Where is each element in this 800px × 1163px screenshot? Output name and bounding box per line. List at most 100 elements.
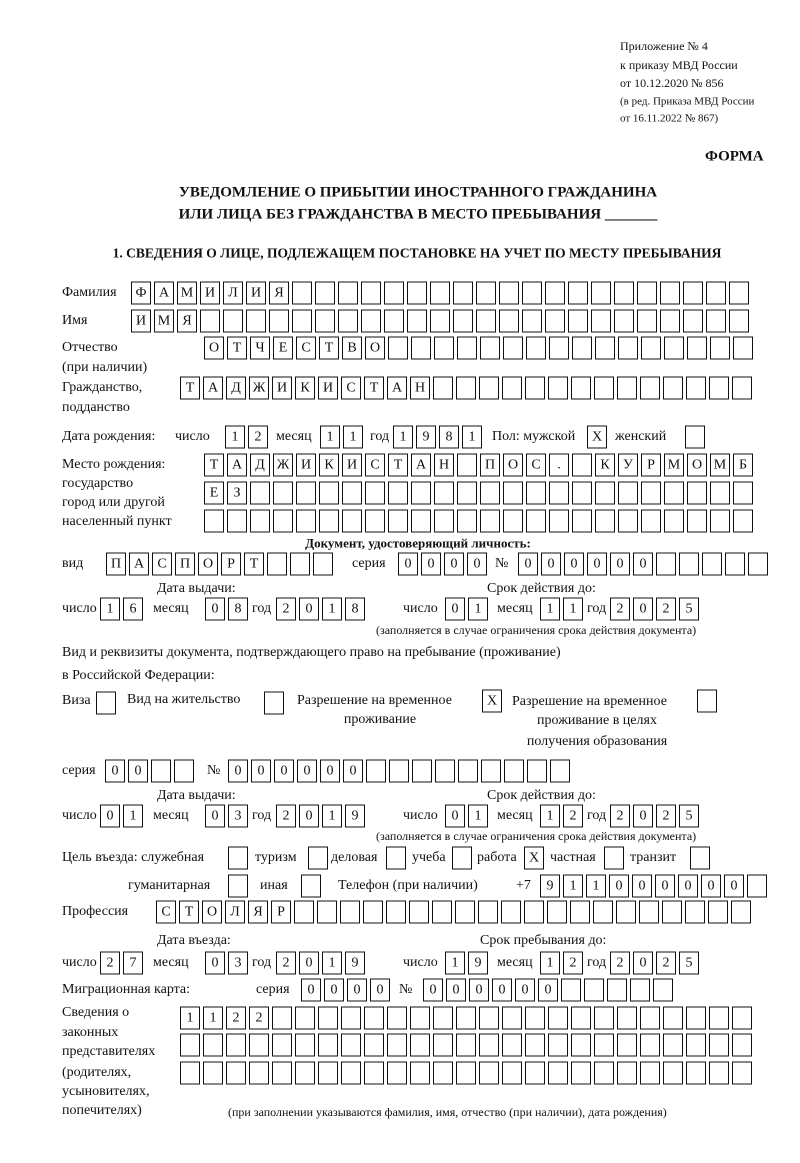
char-cell[interactable] — [571, 1006, 591, 1030]
char-cell[interactable] — [545, 281, 565, 305]
char-cell[interactable] — [388, 509, 408, 533]
char-cell[interactable] — [617, 1033, 637, 1057]
char-cell[interactable]: 2 — [656, 804, 676, 828]
char-cell[interactable] — [660, 281, 680, 305]
char-cell[interactable] — [607, 978, 627, 1002]
char-cell[interactable] — [637, 281, 657, 305]
char-cell[interactable] — [733, 509, 753, 533]
char-cell[interactable] — [481, 759, 501, 783]
char-cell[interactable]: Р — [221, 552, 241, 576]
char-cell[interactable]: 2 — [656, 951, 676, 975]
char-cell[interactable] — [457, 336, 477, 360]
char-cell[interactable]: 2 — [610, 804, 630, 828]
char-cell[interactable] — [526, 481, 546, 505]
char-cell[interactable]: 0 — [610, 552, 630, 576]
char-cell[interactable]: 0 — [299, 804, 319, 828]
char-cell[interactable] — [548, 376, 568, 400]
char-cell[interactable]: Т — [319, 336, 339, 360]
char-cell[interactable]: 0 — [100, 804, 120, 828]
char-cell[interactable]: 2 — [248, 425, 268, 449]
char-cell[interactable] — [653, 978, 673, 1002]
char-cell[interactable] — [687, 481, 707, 505]
purpose-business-checkbox[interactable] — [386, 846, 409, 870]
char-cell[interactable] — [572, 481, 592, 505]
char-cell[interactable]: 0 — [423, 978, 443, 1002]
char-cell[interactable] — [430, 281, 450, 305]
char-cell[interactable] — [272, 1033, 292, 1057]
char-cell[interactable] — [480, 336, 500, 360]
char-cell[interactable]: 0 — [324, 978, 344, 1002]
char-cell[interactable] — [604, 846, 624, 870]
char-cell[interactable] — [456, 376, 476, 400]
char-cell[interactable] — [593, 900, 613, 924]
char-cell[interactable]: 1 — [225, 425, 245, 449]
char-cell[interactable]: 1 — [322, 951, 342, 975]
char-cell[interactable]: Т — [364, 376, 384, 400]
char-cell[interactable]: И — [342, 453, 362, 477]
char-cell[interactable] — [549, 509, 569, 533]
char-cell[interactable]: 5 — [679, 951, 699, 975]
char-cell[interactable]: Т — [180, 376, 200, 400]
char-cell[interactable]: 1 — [343, 425, 363, 449]
char-cell[interactable] — [342, 509, 362, 533]
char-cell[interactable] — [250, 481, 270, 505]
char-cell[interactable]: 2 — [610, 951, 630, 975]
char-cell[interactable] — [639, 900, 659, 924]
char-cell[interactable]: 0 — [469, 978, 489, 1002]
char-cell[interactable] — [430, 309, 450, 333]
char-cell[interactable] — [524, 900, 544, 924]
char-cell[interactable]: 0 — [518, 552, 538, 576]
char-cell[interactable]: П — [480, 453, 500, 477]
purpose-humanitarian-checkbox[interactable] — [228, 874, 251, 898]
char-cell[interactable] — [572, 453, 592, 477]
char-cell[interactable] — [435, 759, 455, 783]
char-cell[interactable] — [341, 1006, 361, 1030]
char-cell[interactable]: 0 — [445, 597, 465, 621]
char-cell[interactable] — [571, 1033, 591, 1057]
char-cell[interactable] — [706, 309, 726, 333]
char-cell[interactable]: И — [296, 453, 316, 477]
char-cell[interactable] — [618, 336, 638, 360]
char-cell[interactable] — [732, 1033, 752, 1057]
char-cell[interactable]: 1 — [586, 874, 606, 898]
char-cell[interactable]: Ч — [250, 336, 270, 360]
char-cell[interactable] — [361, 309, 381, 333]
char-cell[interactable] — [389, 759, 409, 783]
char-cell[interactable] — [710, 336, 730, 360]
char-cell[interactable] — [614, 309, 634, 333]
char-cell[interactable] — [683, 309, 703, 333]
char-cell[interactable] — [522, 281, 542, 305]
char-cell[interactable] — [411, 481, 431, 505]
char-cell[interactable] — [453, 309, 473, 333]
char-cell[interactable] — [151, 759, 171, 783]
char-cell[interactable] — [295, 1033, 315, 1057]
char-cell[interactable]: 0 — [446, 978, 466, 1002]
char-cell[interactable] — [319, 509, 339, 533]
char-cell[interactable] — [292, 281, 312, 305]
char-cell[interactable] — [434, 336, 454, 360]
char-cell[interactable]: Ф — [131, 281, 151, 305]
char-cell[interactable] — [663, 1006, 683, 1030]
char-cell[interactable] — [250, 509, 270, 533]
char-cell[interactable] — [388, 481, 408, 505]
char-cell[interactable] — [203, 1033, 223, 1057]
char-cell[interactable] — [709, 376, 729, 400]
char-cell[interactable]: С — [152, 552, 172, 576]
char-cell[interactable] — [641, 509, 661, 533]
char-cell[interactable] — [526, 336, 546, 360]
char-cell[interactable] — [499, 309, 519, 333]
char-cell[interactable] — [433, 1061, 453, 1085]
char-cell[interactable] — [525, 376, 545, 400]
char-cell[interactable] — [618, 509, 638, 533]
visa-checkbox[interactable] — [96, 691, 119, 715]
char-cell[interactable] — [731, 900, 751, 924]
char-cell[interactable] — [301, 874, 321, 898]
char-cell[interactable]: . — [549, 453, 569, 477]
